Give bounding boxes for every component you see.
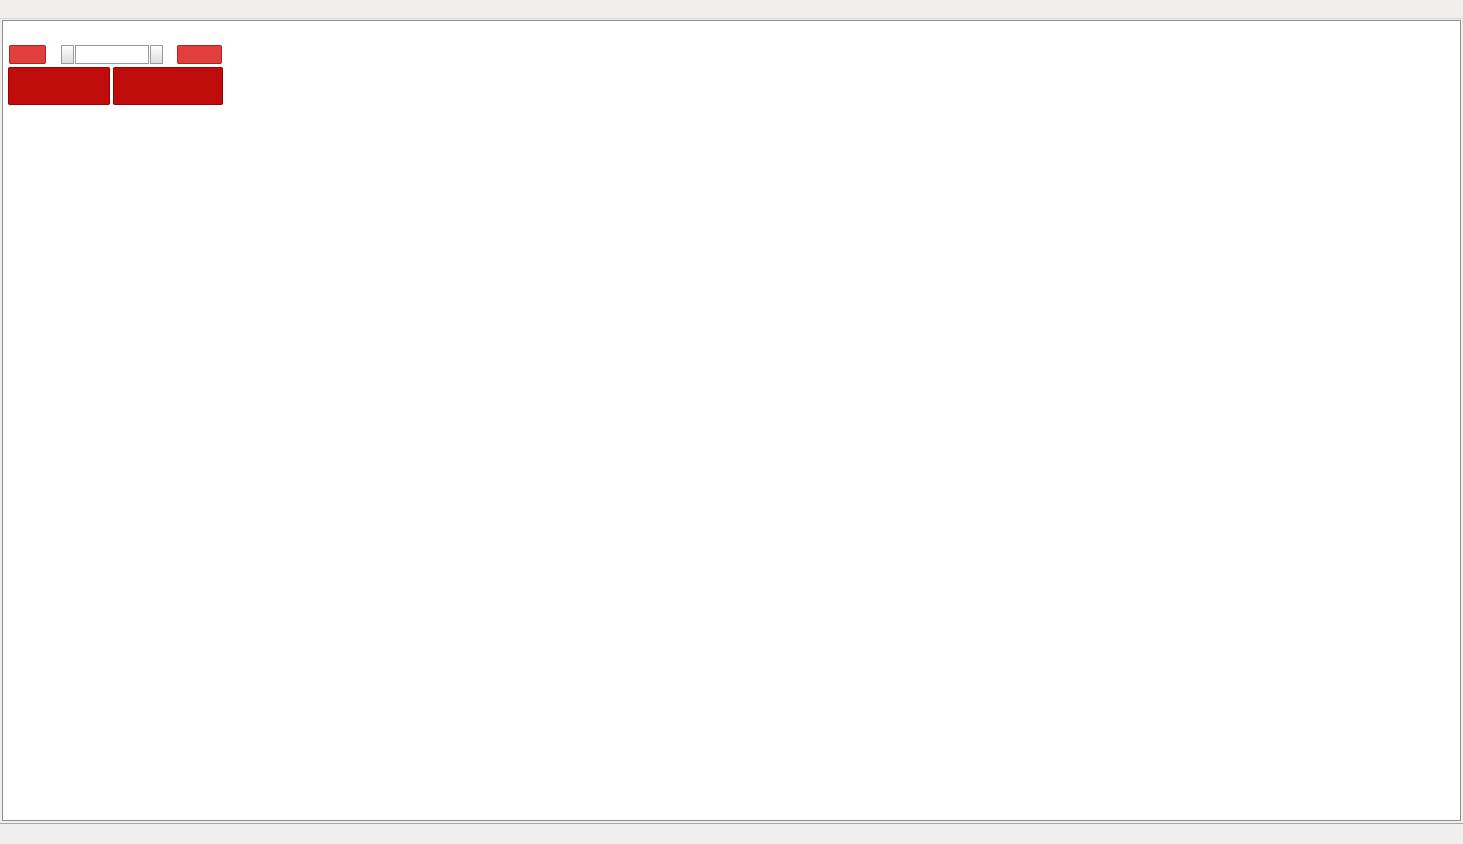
volume-decrease-button[interactable]: [61, 45, 74, 64]
volume-increase-button[interactable]: [150, 45, 163, 64]
buy-price-button[interactable]: [113, 67, 223, 105]
timeframe-toolbar: [0, 0, 1463, 19]
symbol-tab-bar: [0, 823, 1463, 844]
chart-window: [2, 20, 1461, 821]
sell-price-button[interactable]: [8, 67, 110, 105]
price-chart-canvas[interactable]: [2, 20, 1463, 844]
chart-title: [10, 27, 20, 39]
volume-input[interactable]: [75, 45, 149, 64]
sell-button[interactable]: [9, 45, 46, 64]
buy-button[interactable]: [177, 45, 222, 64]
